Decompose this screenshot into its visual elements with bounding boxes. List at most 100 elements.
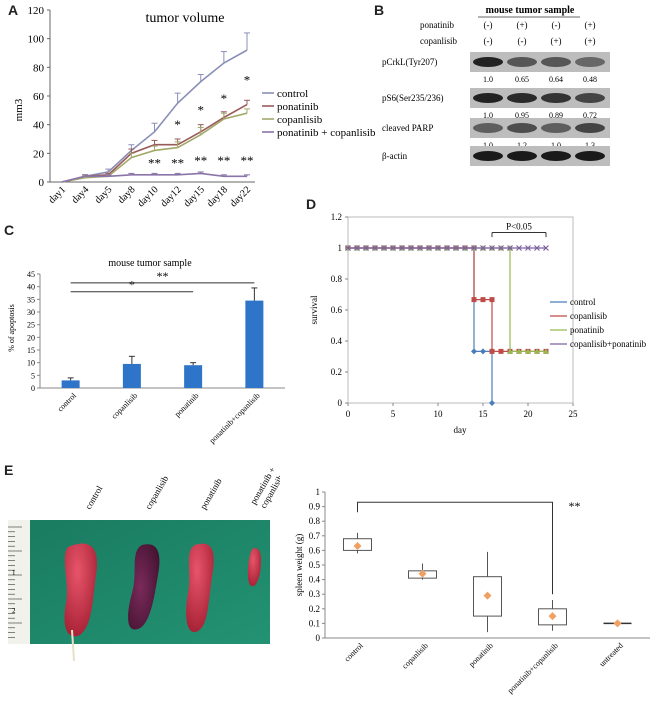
blot-row-label: cleaved PARP xyxy=(382,123,433,133)
blot-quant-value: 1.0 xyxy=(551,141,561,150)
significance-star: * xyxy=(174,117,181,132)
blot-band xyxy=(541,57,571,67)
blot-row-label: pS6(Ser235/236) xyxy=(382,93,444,103)
survival-point xyxy=(435,245,441,251)
survival-point xyxy=(507,245,513,251)
blot-quant-value: 1.0 xyxy=(483,141,493,150)
survival-point xyxy=(471,297,477,303)
bar xyxy=(122,363,141,388)
y-tick-label: 0.7 xyxy=(309,531,321,541)
x-tick-label: copanlisib xyxy=(400,641,430,671)
survival-point xyxy=(480,245,486,251)
x-tick-label: 0 xyxy=(346,409,351,419)
survival-point xyxy=(534,245,540,251)
blot-band xyxy=(507,123,537,133)
treatment-sign: (+) xyxy=(550,36,561,46)
y-tick-label: 20 xyxy=(33,148,45,160)
mean-marker xyxy=(418,569,427,578)
x-tick-label: control xyxy=(56,391,79,414)
blot-quant-value: 0.65 xyxy=(515,75,529,84)
y-tick-label: 0.3 xyxy=(309,589,321,599)
significance-stars: ** xyxy=(241,153,254,168)
significance-star: * xyxy=(244,73,251,88)
survival-point xyxy=(489,400,495,406)
y-tick-label: 1 xyxy=(338,243,343,253)
panel-label-c: C xyxy=(4,222,15,238)
blot-quant-value: 0.48 xyxy=(583,75,597,84)
y-tick-label: 45 xyxy=(27,270,35,279)
y-tick-label: 120 xyxy=(28,5,45,17)
panel-e-spleen-weight-chart: 0 0.1 0.2 0.3 0.4 0.5 0.6 0.7 0.8 0.9 1 spleen weig… xyxy=(294,487,650,695)
blot-band xyxy=(473,57,503,67)
blot-band xyxy=(541,93,571,103)
y-tick-label: 0.5 xyxy=(309,560,321,570)
photo-label: ponatinib xyxy=(198,476,224,511)
survival-point xyxy=(417,245,423,251)
blot-title: mouse tumor sample xyxy=(486,5,575,16)
blot-quant-value: 1.3 xyxy=(585,141,595,150)
significance-stars: ** xyxy=(148,156,161,171)
y-axis-label: spleen weight (g) xyxy=(294,534,304,596)
y-tick-label: 0.4 xyxy=(309,575,321,585)
treatment-sign: (-) xyxy=(518,36,527,46)
y-tick-label: 0.6 xyxy=(309,545,321,555)
blot-band xyxy=(575,123,605,133)
significance-stars: ** xyxy=(171,156,184,171)
survival-point xyxy=(471,245,477,251)
legend-entry: control xyxy=(570,297,596,307)
blot-quant-value: 1.0 xyxy=(483,111,493,120)
y-axis-label: % of apoptosis xyxy=(7,304,16,352)
survival-point xyxy=(507,348,513,354)
survival-point xyxy=(516,348,522,354)
survival-point xyxy=(480,297,486,303)
plot-area xyxy=(347,216,574,404)
blot-treatment-copanlisib: copanlisib xyxy=(420,36,457,46)
blot-band xyxy=(541,123,571,133)
legend-entry: copanlisib xyxy=(277,114,323,126)
treatment-sign: (-) xyxy=(484,36,493,46)
spleen-stem xyxy=(71,629,75,662)
y-tick-label: 0 xyxy=(338,398,343,408)
blot-quant-value: 0.64 xyxy=(549,75,563,84)
y-tick-label: 40 xyxy=(33,120,45,132)
treatment-sign: (+) xyxy=(584,36,595,46)
survival-point xyxy=(453,245,459,251)
blot-band xyxy=(541,151,571,161)
x-tick-label: day1 xyxy=(47,184,69,206)
x-tick-label: ponatinib+copanlisib xyxy=(208,391,262,445)
pvalue-label: P<0.05 xyxy=(506,221,532,231)
blot-band xyxy=(473,151,503,161)
mean-marker xyxy=(353,542,362,551)
blot-band xyxy=(507,57,537,67)
blot-strip xyxy=(470,118,610,138)
y-tick-label: 60 xyxy=(33,91,45,103)
survival-point xyxy=(426,245,432,251)
panel-e-spleen-photo: control copanlisib ponatinib ponatinib +cop… xyxy=(8,465,280,662)
y-tick-label: 25 xyxy=(27,321,35,330)
significance-star: * xyxy=(221,91,228,106)
treatment-sign: (-) xyxy=(484,20,493,30)
legend-entry: ponatinib + copanlisib xyxy=(277,127,376,139)
y-tick-label: 1.2 xyxy=(331,212,342,222)
y-tick-label: 0.9 xyxy=(309,502,321,512)
y-tick-label: 35 xyxy=(27,295,35,304)
y-tick-label: 0.8 xyxy=(309,516,321,526)
survival-point xyxy=(390,245,396,251)
blot-band xyxy=(473,93,503,103)
blot-quant-value: 1.2 xyxy=(517,141,527,150)
survival-point xyxy=(525,348,531,354)
x-tick-label: ponatinib+copanlisib xyxy=(506,641,560,695)
blot-band xyxy=(507,93,537,103)
x-tick-label: day5 xyxy=(93,184,115,206)
bar xyxy=(61,380,80,388)
y-tick-label: 30 xyxy=(27,308,35,317)
photo-label: copanlisib xyxy=(143,474,170,511)
y-tick-label: 0.2 xyxy=(309,604,320,614)
x-tick-label: day15 xyxy=(182,184,207,209)
panel-label-a: A xyxy=(8,2,19,18)
survival-point xyxy=(489,297,495,303)
panel-label-e: E xyxy=(4,462,14,478)
treatment-sign: (+) xyxy=(584,20,595,30)
legend-entry: ponatinib xyxy=(570,325,604,335)
treatment-sign: (+) xyxy=(516,20,527,30)
